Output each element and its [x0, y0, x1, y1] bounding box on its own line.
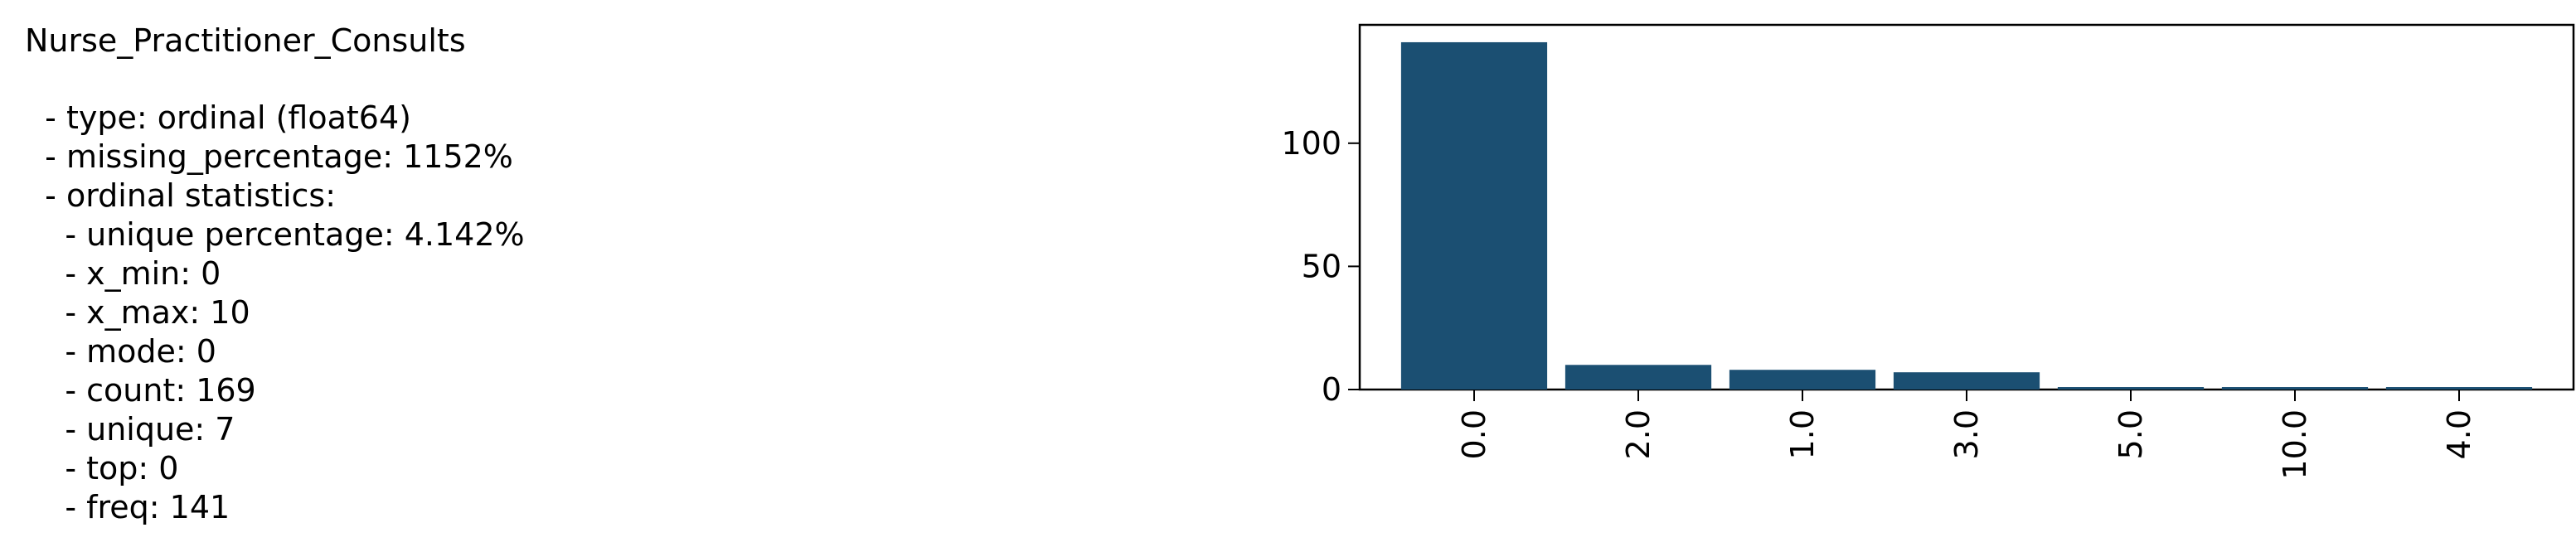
- summary-line: - unique: 7: [25, 411, 235, 448]
- bar: [2057, 387, 2205, 390]
- summary-line: - freq: 141: [25, 489, 230, 525]
- bar: [1400, 41, 1548, 390]
- bar: [2221, 387, 2369, 390]
- x-tick-label: 3.0: [1948, 409, 1985, 459]
- y-tick-label: 100: [1281, 125, 1341, 162]
- summary-line: - count: 169: [25, 372, 256, 409]
- summary-line: - x_min: 0: [25, 255, 221, 292]
- x-tick-label: 4.0: [2441, 409, 2477, 459]
- bar: [1565, 365, 1712, 390]
- x-tick-label: 1.0: [1784, 409, 1821, 459]
- summary-line: - ordinal statistics:: [25, 177, 336, 214]
- y-tick-label: 0: [1322, 371, 1341, 408]
- summary-title: Nurse_Practitioner_Consults: [25, 22, 466, 59]
- summary-line: - top: 0: [25, 450, 178, 486]
- bar: [1729, 370, 1876, 390]
- bar: [2385, 387, 2533, 390]
- summary-line: - x_max: 10: [25, 294, 250, 331]
- summary-line: - mode: 0: [25, 333, 216, 370]
- bar: [1893, 372, 2040, 390]
- summary-line: - unique percentage: 4.142%: [25, 216, 525, 253]
- x-tick-label: 10.0: [2277, 409, 2313, 480]
- x-tick-label: 2.0: [1620, 409, 1657, 459]
- y-tick-label: 50: [1302, 248, 1341, 284]
- summary-line: - missing_percentage: 1152%: [25, 138, 513, 175]
- x-tick-label: 0.0: [1456, 409, 1492, 459]
- summary-line: - type: ordinal (float64): [25, 99, 411, 136]
- x-tick-label: 5.0: [2113, 409, 2149, 459]
